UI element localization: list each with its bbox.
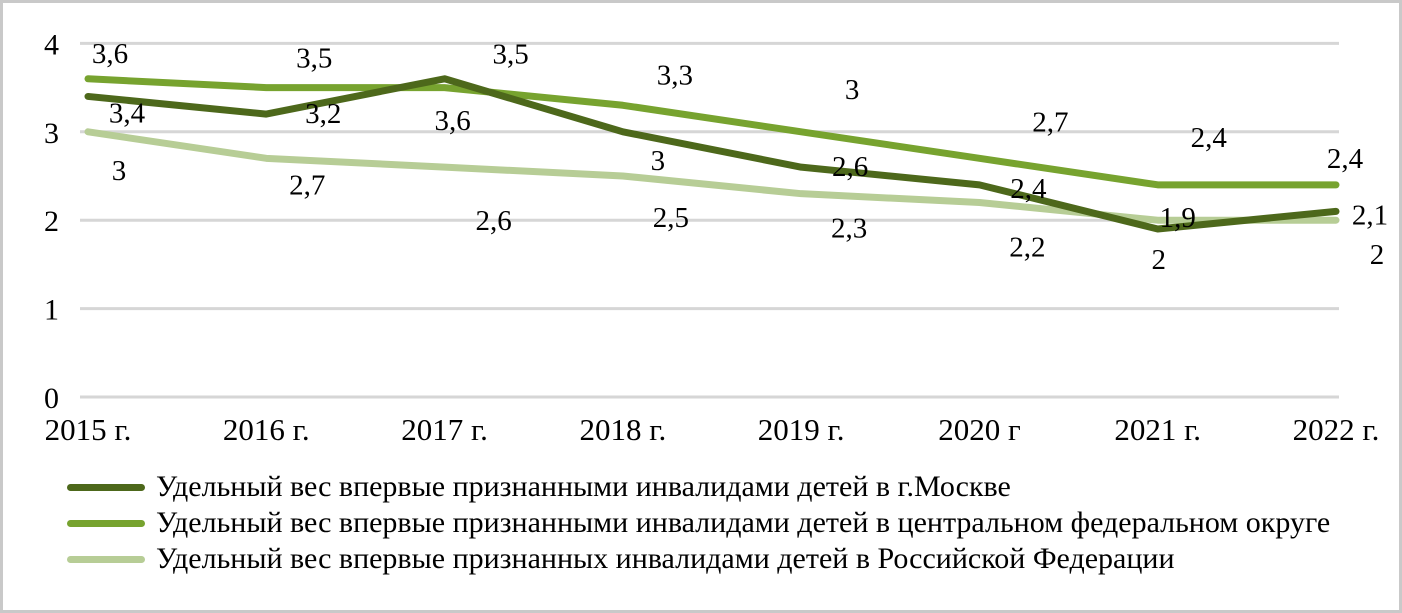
y-axis-tick-label: 1: [44, 294, 59, 327]
x-axis-tick-label: 2016 г.: [223, 412, 310, 447]
x-axis-tick-label: 2017 г.: [401, 412, 488, 447]
legend-label: Удельный вес впервые признанными инвалид…: [156, 470, 1011, 503]
data-label-series-2: 2,5: [653, 202, 689, 234]
legend-swatch-icon: [67, 555, 145, 563]
data-label-series-2: 3: [112, 155, 127, 187]
chart-legend: Удельный вес впервые признанными инвалид…: [67, 469, 1330, 577]
data-label-series-0: 2,1: [1352, 199, 1388, 231]
y-axis-tick-label: 0: [44, 382, 59, 415]
data-label-series-2: 2: [1151, 244, 1166, 276]
data-label-series-1: 2,7: [1032, 106, 1068, 138]
legend-item-0: Удельный вес впервые признанными инвалид…: [67, 469, 1330, 505]
legend-swatch-icon: [67, 519, 145, 527]
data-label-series-0: 3,6: [434, 105, 470, 137]
data-label-series-2: 2,7: [289, 169, 325, 201]
x-axis-tick-label: 2021 г.: [1114, 412, 1201, 447]
data-label-series-1: 3,6: [92, 38, 128, 70]
data-label-series-1: 2,4: [1327, 143, 1364, 175]
x-axis-tick-label: 2022 г.: [1293, 412, 1380, 447]
data-label-series-0: 3: [651, 145, 666, 177]
data-label-series-1: 3,5: [492, 39, 528, 71]
line-chart: 0 1 2 3 4 2015 г. 2016 г. 2017 г. 2018 г. 2019 г.…: [44, 28, 1388, 447]
data-label-series-2: 2,2: [1009, 232, 1045, 264]
data-label-series-0: 2,4: [1010, 173, 1047, 205]
legend-swatch-icon: [67, 483, 145, 491]
series-line-2: [84, 128, 1340, 224]
series-line-0: [84, 75, 1340, 233]
data-label-series-2: 2: [1370, 239, 1385, 271]
data-label-series-1: 3: [845, 74, 860, 106]
y-axis-tick-label: 3: [44, 117, 59, 150]
series-line-1: [84, 75, 1340, 189]
data-label-series-2: 2,6: [475, 205, 511, 237]
data-label-series-1: 3,5: [296, 43, 332, 75]
data-label-series-2: 2,3: [831, 213, 867, 245]
y-axis-tick-label: 4: [44, 28, 59, 61]
data-label-series-1: 2,4: [1191, 122, 1228, 154]
data-label-series-0: 1,9: [1160, 202, 1196, 234]
x-axis-tick-label: 2020 г: [938, 412, 1020, 447]
legend-item-2: Удельный вес впервые признанных инвалида…: [67, 541, 1330, 577]
data-label-series-0: 3,2: [305, 98, 341, 130]
x-axis-tick-label: 2015 г.: [45, 412, 132, 447]
x-axis-tick-label: 2019 г.: [758, 412, 845, 447]
data-label-series-1: 3,3: [657, 59, 693, 91]
x-axis-tick-label: 2018 г.: [579, 412, 666, 447]
data-label-series-0: 3,4: [109, 97, 146, 129]
y-axis-tick-label: 2: [44, 205, 59, 238]
legend-label: Удельный вес впервые признанными инвалид…: [156, 506, 1331, 539]
legend-label: Удельный вес впервые признанных инвалида…: [156, 542, 1175, 575]
data-label-series-0: 2,6: [832, 151, 868, 183]
legend-item-1: Удельный вес впервые признанными инвалид…: [67, 505, 1330, 541]
